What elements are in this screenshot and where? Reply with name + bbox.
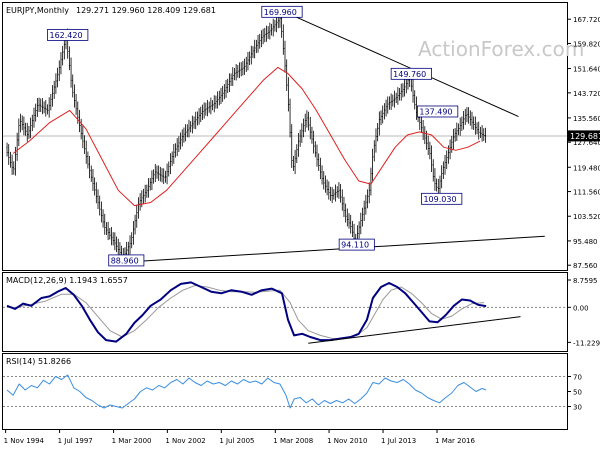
annotation-box bbox=[417, 105, 459, 118]
annotation-label: 137.490 bbox=[419, 107, 452, 116]
main-chart-title: EURJPY,Monthly bbox=[6, 6, 69, 15]
reference-lines bbox=[3, 135, 567, 407]
annotation-label: 169.960 bbox=[264, 8, 297, 17]
annotation-box bbox=[390, 67, 432, 80]
x-tick-label: 1 Mar 2016 bbox=[435, 437, 475, 445]
annotation-box bbox=[338, 238, 375, 251]
x-tick-label: 1 Nov 1994 bbox=[4, 437, 45, 445]
y-tick-label: 119.480 bbox=[573, 164, 600, 172]
y-tick-label: 0.00 bbox=[573, 304, 589, 312]
y-tick-label: 8.7595 bbox=[573, 277, 598, 285]
x-tick-label: 1 Nov 2002 bbox=[165, 437, 205, 445]
y-tick-label: -11.2299 bbox=[573, 339, 600, 347]
rsi-panel-frame bbox=[2, 353, 568, 430]
y-tick-label: 167.720 bbox=[573, 16, 600, 24]
macd-panel-frame bbox=[2, 272, 568, 352]
annotation-label: 162.420 bbox=[49, 31, 82, 40]
main-panel-frame bbox=[2, 2, 568, 271]
y-tick-label: 159.820 bbox=[573, 40, 600, 48]
y-tick-label: 103.520 bbox=[573, 213, 600, 221]
x-tick-label: 1 Jul 1997 bbox=[58, 437, 93, 445]
series-lines bbox=[6, 66, 487, 409]
main-y-axis: 167.720 159.820 151.640 143.720 135.560 127.6… bbox=[567, 16, 600, 270]
annotation-label: 88.960 bbox=[111, 256, 139, 265]
annotation-box bbox=[261, 5, 303, 18]
macd-line bbox=[6, 281, 487, 343]
y-tick-label: 111.560 bbox=[573, 189, 600, 197]
y-tick-label: 143.720 bbox=[573, 90, 600, 98]
rsi-y-axis: 70 50 30 bbox=[567, 374, 582, 412]
x-tick-label: 1 Mar 2008 bbox=[273, 437, 313, 445]
rsi-chart-title: RSI(14) 51.8266 bbox=[6, 357, 71, 366]
last-price-tag bbox=[568, 130, 600, 142]
price-trendline bbox=[281, 10, 519, 118]
price-annotations: 162.420 169.960 149.760 137.490 109.030 94.11… bbox=[47, 5, 463, 267]
x-axis: 1 Nov 1994 1 Jul 1997 1 Mar 2000 1 Nov 2002… bbox=[4, 429, 475, 445]
x-tick-label: 1 Jul 2013 bbox=[381, 437, 416, 445]
annotation-box bbox=[47, 29, 89, 41]
macd-signal-line bbox=[13, 285, 485, 339]
annotation-box bbox=[108, 254, 145, 267]
ohlc-bars bbox=[6, 10, 487, 264]
y-tick-label: 95.480 bbox=[573, 238, 598, 246]
x-tick-label: 1 Mar 2000 bbox=[112, 437, 152, 445]
last-price-label: 129.681 bbox=[570, 132, 600, 141]
macd-trendline bbox=[308, 316, 521, 344]
y-tick-label: 30 bbox=[573, 404, 582, 412]
y-tick-label: 87.560 bbox=[573, 262, 598, 270]
annotation-label: 149.760 bbox=[393, 70, 426, 79]
annotation-label: 109.030 bbox=[423, 195, 456, 204]
y-tick-label: 151.640 bbox=[573, 66, 600, 74]
watermark-text: ActionForex.com bbox=[418, 37, 584, 61]
ohlc-values-label: 129.271 129.960 128.409 129.681 bbox=[76, 6, 216, 15]
macd-chart-title: MACD(12,26,9) 1.1943 1.6557 bbox=[6, 276, 128, 285]
moving-average-line bbox=[12, 66, 481, 207]
y-tick-label: 70 bbox=[573, 374, 582, 382]
price-trendline bbox=[122, 235, 545, 263]
y-tick-label: 127.640 bbox=[573, 139, 600, 147]
macd-y-axis: 8.7595 0.00 -11.2299 bbox=[567, 277, 600, 347]
y-tick-label: 50 bbox=[573, 389, 582, 397]
y-tick-label: 135.560 bbox=[573, 115, 600, 123]
rsi-line bbox=[6, 374, 487, 409]
x-tick-label: 1 Nov 2010 bbox=[327, 437, 367, 445]
x-tick-label: 1 Jul 2005 bbox=[219, 437, 254, 445]
annotation-box bbox=[421, 192, 463, 205]
trendlines bbox=[122, 10, 545, 344]
annotation-label: 94.110 bbox=[341, 241, 369, 250]
